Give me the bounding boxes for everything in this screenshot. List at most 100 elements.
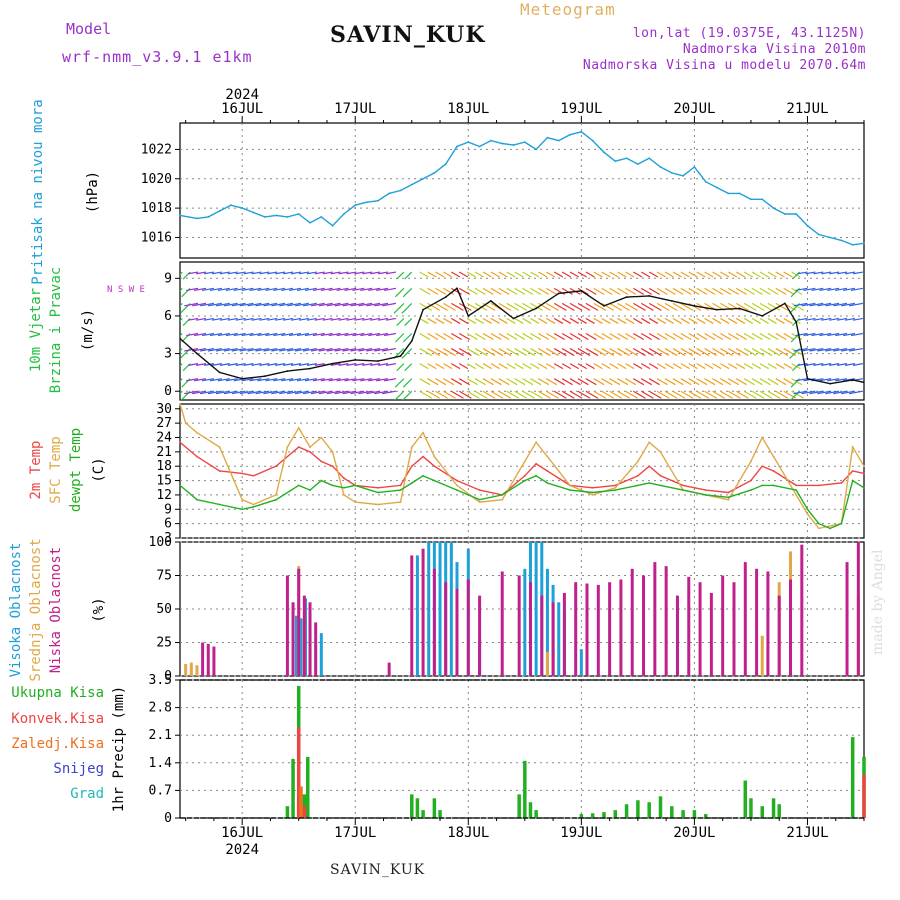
wind-barb	[811, 332, 824, 337]
wind-barb	[267, 317, 278, 321]
wind-barb	[775, 271, 785, 278]
wind-barb	[196, 271, 207, 275]
wind-barb	[180, 363, 183, 367]
wind-barb	[751, 271, 762, 278]
wind-barb	[514, 302, 528, 311]
wind-barb	[207, 390, 222, 395]
wind-barb	[797, 271, 808, 275]
wind-barb	[419, 363, 429, 370]
wind-barb	[569, 302, 583, 311]
wind-barb	[314, 317, 325, 321]
wind-barb	[759, 287, 771, 295]
wind-barb	[275, 363, 286, 366]
precip-bar	[743, 780, 748, 818]
wind-barb	[249, 378, 262, 382]
wind-barb	[848, 390, 863, 395]
wind-barb	[648, 363, 659, 370]
pressure-point	[580, 130, 583, 133]
temp-point	[422, 431, 424, 434]
wind-barb	[817, 390, 832, 395]
wind-barb	[474, 287, 486, 295]
wind-barb	[640, 348, 654, 357]
year-label-bottom: 2024	[225, 842, 259, 858]
precip-unit: 1hr Precip (mm)	[111, 686, 127, 812]
wind-barb	[435, 271, 445, 278]
wind-barb	[257, 378, 270, 382]
wind-barb	[291, 317, 302, 321]
temp-point	[727, 496, 730, 499]
wind-point	[648, 294, 651, 297]
wind-barb	[593, 348, 607, 357]
day-label-bottom: 16JUL	[221, 825, 263, 841]
wind-barb	[522, 287, 534, 295]
wind-barb	[223, 347, 238, 352]
wind-barb	[215, 347, 230, 352]
pressure-point	[750, 198, 752, 201]
wind-barb	[530, 287, 542, 295]
pressure-point	[263, 216, 266, 218]
wind-barb	[809, 302, 824, 307]
wind-barb	[704, 378, 716, 386]
wind-barb	[358, 302, 373, 307]
cloud-bar	[201, 642, 205, 676]
wind-barb	[601, 302, 615, 311]
temp-point	[591, 486, 594, 489]
wind-barb	[759, 317, 769, 324]
temp-2m-label: 2m Temp	[28, 440, 44, 499]
cloud-bar	[574, 582, 578, 676]
wind-barb	[490, 363, 500, 370]
pressure-point	[569, 133, 571, 136]
pressure-point	[179, 214, 181, 217]
wind-barb	[291, 271, 302, 275]
wind-barb	[561, 271, 572, 278]
wind-barb	[743, 317, 754, 324]
wind-barb	[506, 317, 516, 324]
wind-barb	[633, 378, 645, 386]
temp-point	[863, 472, 865, 475]
wind-barb	[344, 287, 357, 292]
wind-barb	[767, 287, 779, 295]
temp-point	[410, 482, 413, 484]
cloud-bar	[664, 566, 668, 676]
pressure-point	[297, 213, 300, 215]
wind-point	[512, 317, 515, 320]
pressure-point	[817, 233, 820, 236]
wind-barb	[466, 287, 478, 295]
pressure-point	[659, 166, 662, 168]
pressure-point	[557, 139, 560, 142]
wind-barb	[720, 390, 733, 399]
wind-barb	[194, 287, 207, 292]
wind-barb	[791, 302, 805, 311]
wind-barb	[767, 390, 781, 399]
wind-barb	[281, 287, 294, 292]
wind-barb	[625, 363, 635, 370]
wind-barb	[656, 317, 667, 324]
temp-point	[829, 527, 831, 530]
pressure-title: Pritisak na nivou mora	[30, 99, 46, 284]
temp-point	[309, 446, 311, 448]
cloud-bar	[585, 583, 589, 676]
wind-barb	[435, 363, 445, 370]
temp-point	[252, 505, 255, 508]
wind-barb	[743, 332, 755, 341]
wind-barb	[458, 390, 472, 399]
wind-barb	[609, 271, 619, 278]
precip-bar	[647, 802, 651, 818]
temp-point	[727, 491, 730, 494]
pressure-point	[863, 242, 865, 245]
wind-barb	[247, 302, 262, 307]
wind-barb	[530, 348, 543, 357]
wind-barb	[688, 390, 702, 399]
temp-point	[659, 450, 662, 453]
wind-barb	[209, 378, 222, 382]
wind-barb	[553, 378, 565, 386]
wind-barb	[837, 317, 848, 321]
wind-barb	[200, 302, 215, 307]
wind-barb	[283, 271, 294, 275]
wind-barb	[304, 332, 317, 337]
wind-barb	[451, 363, 461, 370]
wind-barb	[184, 347, 199, 352]
wind-barb	[302, 347, 317, 352]
wind-barb	[775, 317, 785, 324]
wind-barb	[322, 317, 333, 321]
